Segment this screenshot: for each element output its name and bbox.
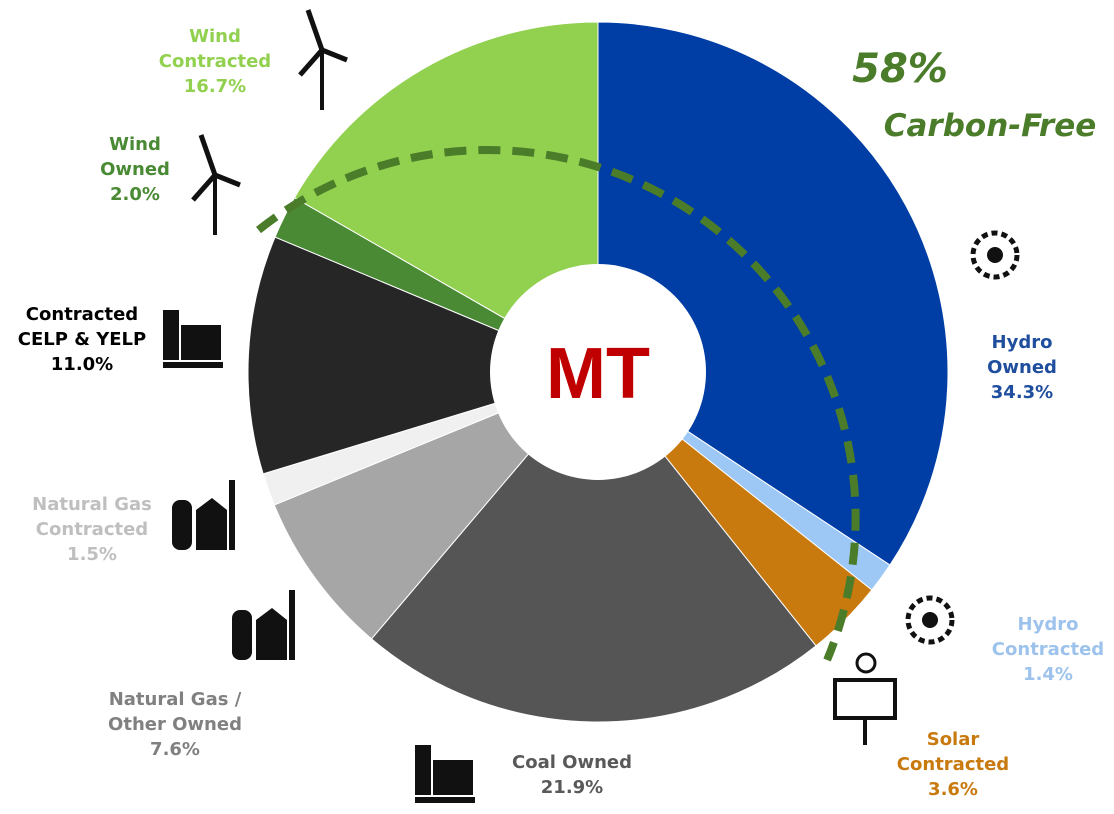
category-name: Hydro Owned [987,332,1057,379]
slice-label: Solar Contracted 3.6% [897,727,1009,803]
slice-label: Hydro Contracted 1.4% [992,612,1104,688]
value-label: 2.0% [110,184,160,206]
icon [922,612,938,628]
icon [970,230,1020,280]
carbon-free-arc [256,146,860,662]
icon [433,760,473,795]
icon [833,678,897,720]
icon [232,610,252,660]
pie-slice [247,236,600,475]
category-name: Contracted CELP & YELP [17,304,147,351]
category-name: Coal Owned [512,751,632,773]
slice-label: Hydro Owned 34.3% [976,330,1068,406]
category-name: Solar Contracted [896,729,1010,776]
category-name: Wind Contracted [158,26,272,73]
category-name: Natural Gas / Other Owned [108,689,242,736]
icon [289,590,295,660]
icon [298,9,348,77]
category-name: Natural Gas Contracted [32,494,152,541]
value-label: 1.4% [1023,664,1073,686]
slice-label: Coal Owned 21.9% [512,750,632,800]
icon [163,362,223,368]
slice-label: Contracted CELP & YELP 11.0% [18,302,146,378]
value-label: 11.0% [50,354,114,376]
category-name: Wind Owned [100,134,170,181]
icon [905,595,955,645]
slice-label: Wind Contracted 16.7% [159,24,271,100]
value-label: 1.5% [67,544,117,566]
pie-slice [370,371,817,723]
category-name: Hydro Contracted [991,614,1105,661]
value-label: 16.7% [183,76,247,98]
value-label: 21.9% [540,777,604,798]
icon [196,498,227,550]
annotation: Carbon-Free [884,108,1097,144]
icon [855,652,877,674]
center-label: MT [546,334,650,414]
icon [987,247,1003,263]
icon [415,797,475,803]
icon [163,310,179,360]
icon [415,745,431,795]
value-label: 34.3% [990,382,1054,404]
value-label: 3.6% [928,779,978,801]
slice-label: Natural Gas / Other Owned 7.6% [108,687,242,763]
annotation: 58% [852,46,948,92]
icon [181,325,221,360]
icon [229,480,235,550]
icon [256,608,287,660]
slice-label: Wind Owned 2.0% [100,132,170,208]
icon [172,500,192,550]
value-label: 7.6% [150,739,200,761]
donut-hole [490,264,706,480]
icon [191,134,241,202]
pie-slice [293,21,599,373]
slice-label: Natural Gas Contracted 1.5% [32,492,152,568]
